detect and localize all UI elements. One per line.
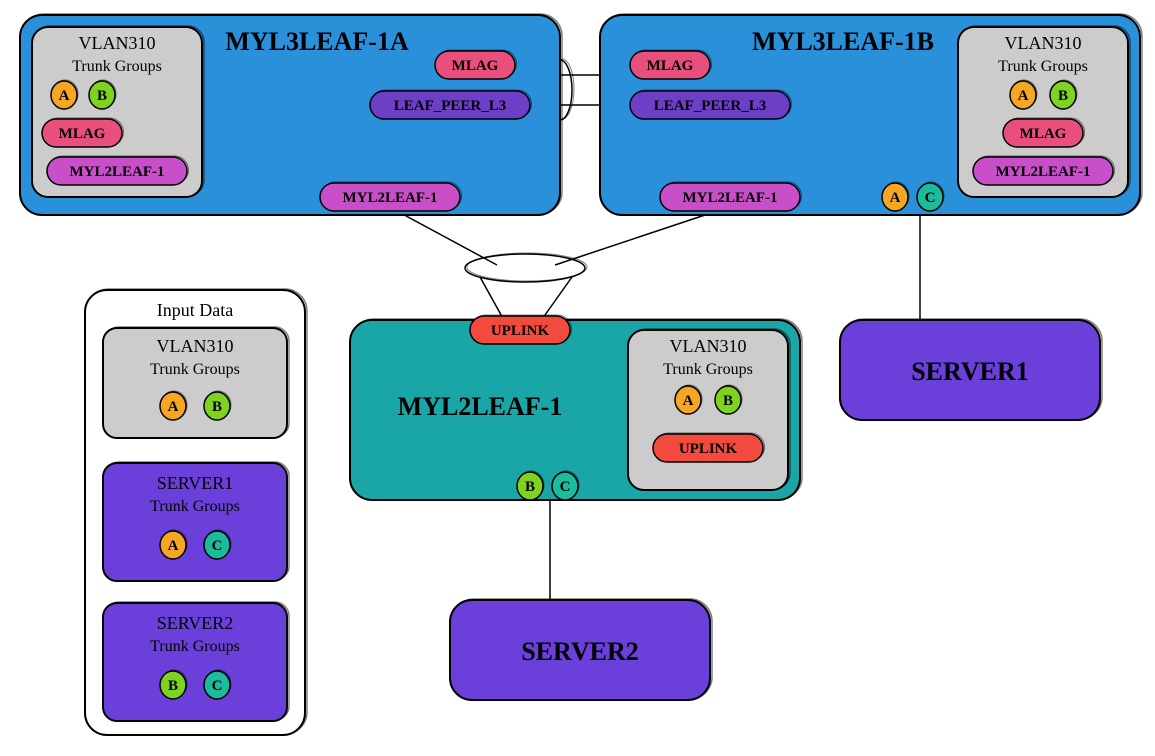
leaf-1a-vlan-title: VLAN310: [79, 33, 156, 53]
leaf-1b-dot-a: A: [1010, 80, 1037, 109]
l2leaf-vlan-sub: Trunk Groups: [663, 361, 753, 378]
leaf-1b-vlan-title: VLAN310: [1005, 33, 1082, 53]
leaf-1b-peer-pill: LEAF_PEER_L3: [630, 90, 792, 119]
svg-text:MYL2LEAF-1: MYL2LEAF-1: [996, 164, 1091, 180]
input-vlan-dot-a: A: [160, 391, 187, 420]
l2leaf-vlan-dot-b: B: [715, 385, 742, 414]
leaf-1a-vlan-l2: MYL2LEAF-1: [47, 156, 189, 185]
l2leaf-vlan-title: VLAN310: [670, 336, 747, 356]
svg-text:MLAG: MLAG: [452, 58, 499, 74]
l2leaf-uplink-pill: UPLINK: [470, 315, 572, 344]
leaf-1a-btm-l2: MYL2LEAF-1: [320, 182, 462, 211]
svg-text:MLAG: MLAG: [1020, 126, 1067, 142]
l2leaf-port-b: B: [517, 471, 544, 500]
svg-text:A: A: [168, 538, 179, 554]
svg-text:UPLINK: UPLINK: [679, 441, 738, 457]
leaf-1b-port-c: C: [917, 182, 944, 211]
svg-text:LEAF_PEER_L3: LEAF_PEER_L3: [394, 98, 507, 114]
leaf-1b-title: MYL3LEAF-1B: [752, 27, 934, 56]
svg-text:MLAG: MLAG: [647, 58, 694, 74]
leaf-1b-port-a: A: [882, 182, 909, 211]
cone-ring: [465, 253, 587, 282]
leaf-1a-title: MYL3LEAF-1A: [225, 27, 409, 56]
leaf-1b-vlan-sub: Trunk Groups: [998, 58, 1088, 75]
input-title: Input Data: [157, 300, 233, 320]
svg-text:MLAG: MLAG: [59, 126, 106, 142]
svg-text:A: A: [1018, 88, 1029, 104]
leaf-1a-vlan-mlag: MLAG: [42, 118, 124, 147]
svg-text:MYL2LEAF-1: MYL2LEAF-1: [343, 190, 438, 206]
leaf-1b-dot-b: B: [1050, 80, 1077, 109]
svg-text:B: B: [723, 393, 733, 409]
l2-link-left: [395, 210, 497, 265]
input-vlan-sub: Trunk Groups: [150, 361, 240, 378]
svg-text:B: B: [1058, 88, 1068, 104]
leaf-1b-mlag-pill: MLAG: [630, 50, 712, 79]
input-s2-dot-b: B: [160, 670, 187, 699]
input-s1-dot-c: C: [204, 530, 231, 559]
svg-text:B: B: [525, 479, 535, 495]
svg-text:B: B: [97, 88, 107, 104]
svg-text:C: C: [925, 190, 936, 206]
svg-text:MYL2LEAF-1: MYL2LEAF-1: [683, 190, 778, 206]
svg-text:B: B: [168, 678, 178, 694]
l2leaf-vlan-dot-a: A: [675, 385, 702, 414]
l2leaf-vlan-uplink: UPLINK: [653, 433, 765, 462]
leaf-1b-vlan-mlag: MLAG: [1003, 118, 1085, 147]
svg-text:MYL2LEAF-1: MYL2LEAF-1: [70, 164, 165, 180]
svg-text:B: B: [212, 399, 222, 415]
l2leaf-port-c: C: [552, 471, 579, 500]
svg-text:A: A: [59, 88, 70, 104]
leaf-1a-vlan-sub: Trunk Groups: [72, 58, 162, 75]
leaf-1a-peer-pill: LEAF_PEER_L3: [370, 90, 532, 119]
svg-text:C: C: [212, 538, 223, 554]
svg-text:UPLINK: UPLINK: [491, 323, 550, 339]
svg-text:A: A: [168, 399, 179, 415]
l2leaf-title: MYL2LEAF-1: [398, 392, 563, 421]
leaf-1b-btm-l2: MYL2LEAF-1: [660, 182, 802, 211]
svg-text:A: A: [683, 393, 694, 409]
svg-text:C: C: [212, 678, 223, 694]
input-vlan-dot-b: B: [204, 391, 231, 420]
server1-title: SERVER1: [911, 357, 1029, 386]
input-s1-dot-a: A: [160, 530, 187, 559]
leaf-1a-dot-b: B: [89, 80, 116, 109]
input-s2-title: SERVER2: [157, 613, 234, 633]
leaf-1b-vlan-l2: MYL2LEAF-1: [973, 156, 1115, 185]
leaf-1a-mlag-pill: MLAG: [435, 50, 517, 79]
svg-text:A: A: [890, 190, 901, 206]
server2-title: SERVER2: [521, 637, 639, 666]
input-s2-dot-c: C: [204, 670, 231, 699]
svg-text:LEAF_PEER_L3: LEAF_PEER_L3: [654, 98, 767, 114]
input-s2-sub: Trunk Groups: [150, 638, 240, 655]
input-vlan-title: VLAN310: [157, 336, 234, 356]
l2-link-right: [555, 210, 720, 265]
svg-text:C: C: [560, 479, 571, 495]
input-s1-sub: Trunk Groups: [150, 498, 240, 515]
input-s1-title: SERVER1: [157, 473, 234, 493]
leaf-1a-dot-a: A: [51, 80, 78, 109]
